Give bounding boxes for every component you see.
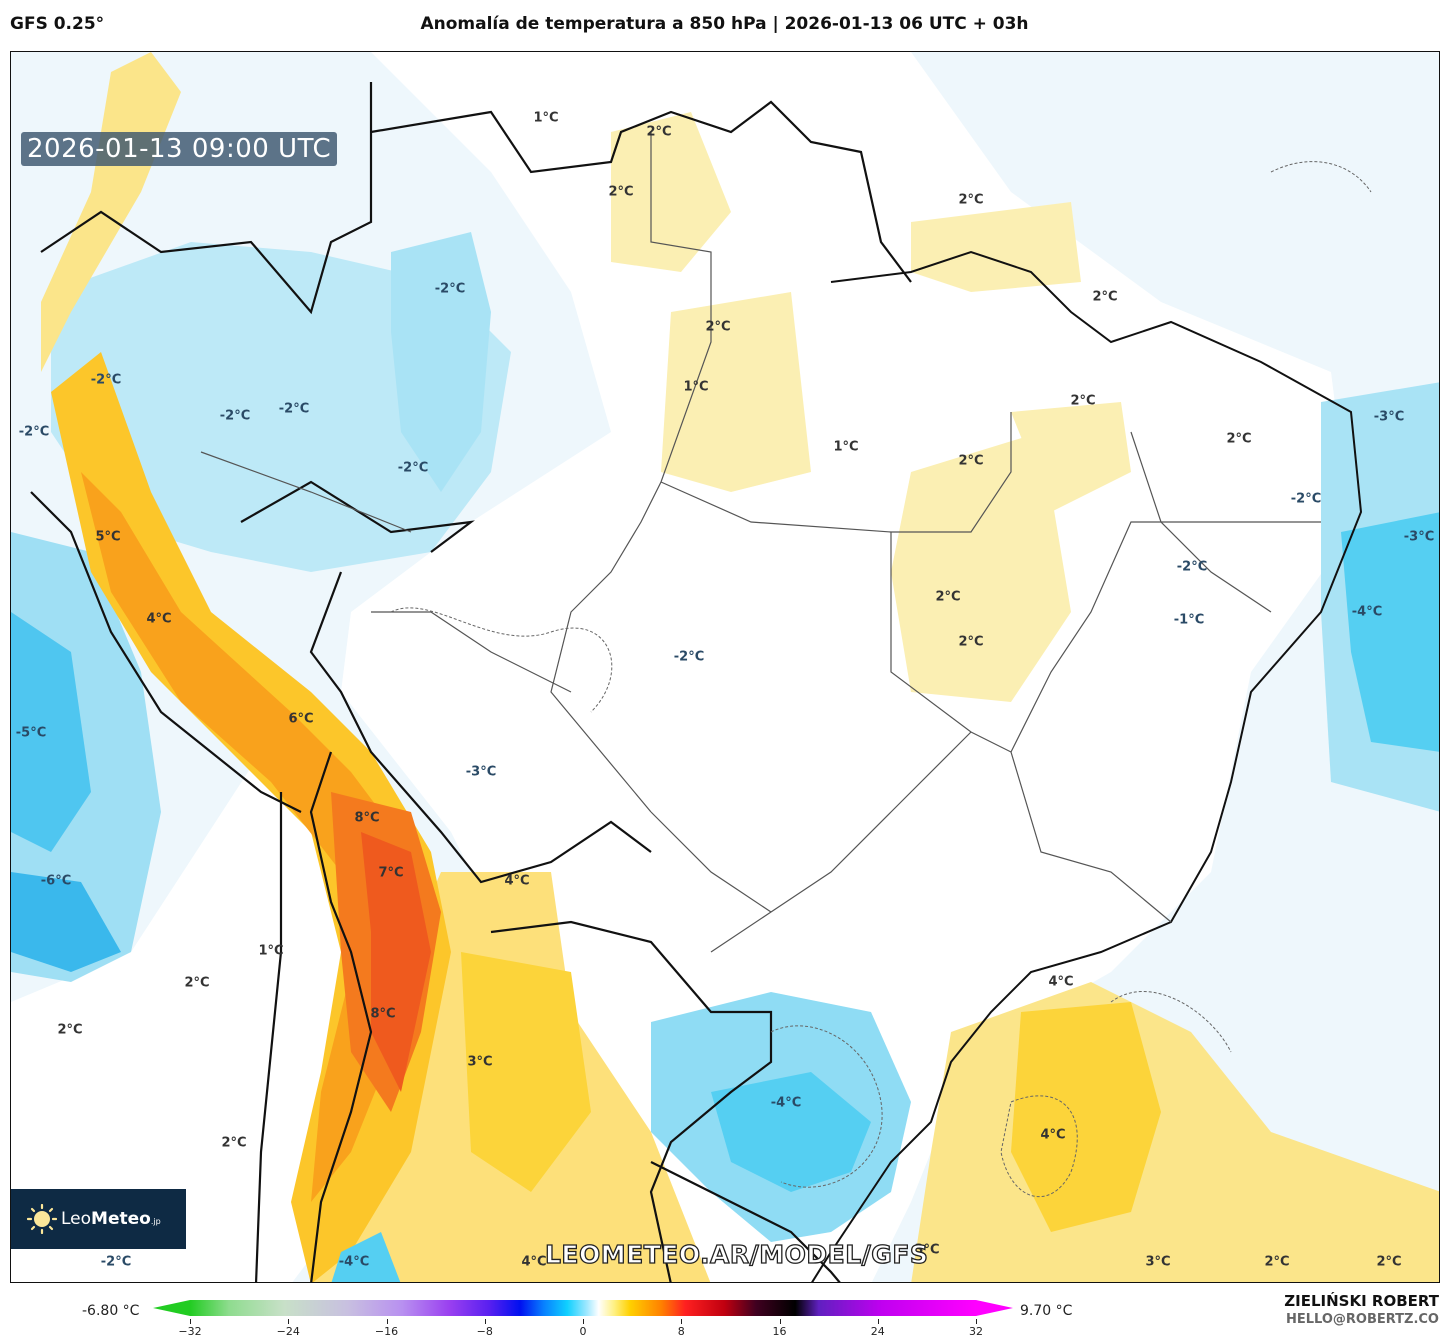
colorbar-tick-mark xyxy=(877,1319,879,1324)
contour-label: -2°C xyxy=(434,281,466,297)
contour-label: 4°C xyxy=(1040,1127,1066,1143)
contour-label: -4°C xyxy=(770,1095,802,1111)
contour-label: -2°C xyxy=(278,401,310,417)
contour-label: 2°C xyxy=(184,975,210,991)
colorbar-tick-label: −24 xyxy=(276,1325,300,1338)
contour-label: 1°C xyxy=(833,439,859,455)
contour-label: 6°C xyxy=(288,711,314,727)
contour-label: -2°C xyxy=(397,460,429,476)
contour-label: -6°C xyxy=(40,873,72,889)
contour-label: 2°C xyxy=(608,184,634,200)
colorbar-tick-mark xyxy=(681,1319,683,1324)
colorbar-tick-mark xyxy=(190,1319,191,1324)
site-watermark: LEOMETEO.AR/MODEL/GFS xyxy=(544,1239,929,1269)
contour-label: 2°C xyxy=(958,453,984,469)
colorbar-max-label: 9.70 °C xyxy=(1020,1303,1073,1319)
colorbar-tick-mark xyxy=(288,1319,290,1324)
contour-label: 8°C xyxy=(354,810,380,826)
contour-label: 4°C xyxy=(1048,974,1074,990)
colorbar-gradient xyxy=(153,1300,1013,1316)
colorbar-tick-mark xyxy=(976,1319,977,1324)
contour-label: 3°C xyxy=(1145,1254,1171,1270)
contour-label: -2°C xyxy=(673,649,705,665)
logo-text: LeoMeteo.jp xyxy=(61,1209,161,1229)
contour-label: 2°C xyxy=(221,1135,247,1151)
contour-label: 3°C xyxy=(467,1054,493,1070)
contour-label: 2°C xyxy=(958,634,984,650)
author-name: ZIELIŃSKI ROBERT xyxy=(1284,1292,1439,1310)
temperature-anomaly-map: 2026-01-13 09:00 UTC 1°C 2°C 2°C 2°C -2°C 2°C… xyxy=(10,51,1440,1283)
contour-label: 5°C xyxy=(95,529,121,545)
chart-title: Anomalía de temperatura a 850 hPa | 2026… xyxy=(420,14,1029,34)
contour-label: -2°C xyxy=(1176,559,1208,575)
contour-label: -3°C xyxy=(1373,409,1405,425)
leometeo-logo: LeoMeteo.jp xyxy=(11,1189,186,1249)
colorbar-tick-label: −16 xyxy=(374,1325,399,1338)
contour-label: 2°C xyxy=(646,124,672,140)
contour-label: -3°C xyxy=(465,764,497,780)
colorbar-min-label: -6.80 °C xyxy=(82,1303,140,1319)
contour-label: -2°C xyxy=(100,1254,132,1270)
contour-label: -4°C xyxy=(1351,604,1383,620)
contour-label: 1°C xyxy=(683,379,709,395)
contour-label: 2°C xyxy=(1376,1254,1402,1270)
contour-label: 2°C xyxy=(705,319,731,335)
contour-label: -2°C xyxy=(1290,491,1322,507)
colorbar-tick-label: 8 xyxy=(677,1325,685,1338)
colorbar: -6.80 °C xyxy=(0,1290,1449,1339)
colorbar-tick-mark xyxy=(386,1319,388,1324)
colorbar-tick-mark xyxy=(583,1319,584,1324)
contour-label: 2°C xyxy=(1226,431,1252,447)
valid-time-badge: 2026-01-13 09:00 UTC xyxy=(21,132,338,166)
contour-label: 3°C xyxy=(914,1242,940,1258)
contour-label: 2°C xyxy=(958,192,984,208)
contour-label: -4°C xyxy=(338,1254,370,1270)
colorbar-tick-label: −8 xyxy=(476,1325,493,1338)
contour-label: 2°C xyxy=(1264,1254,1290,1270)
contour-label: 1°C xyxy=(258,943,284,959)
contour-label: 2°C xyxy=(935,589,961,605)
author-email: HELLO@ROBERTZ.CO xyxy=(1285,1312,1439,1327)
contour-label: 2°C xyxy=(57,1022,83,1038)
colorbar-tick-mark xyxy=(484,1319,486,1324)
contour-label: -2°C xyxy=(219,408,251,424)
model-label: GFS 0.25° xyxy=(10,14,105,34)
colorbar-tick-label: 16 xyxy=(772,1325,787,1338)
contour-label: 2°C xyxy=(1070,393,1096,409)
author-credit: ZIELIŃSKI ROBERT HELLO@ROBERTZ.CO xyxy=(1284,1292,1439,1327)
colorbar-tick-label: −32 xyxy=(178,1325,202,1338)
contour-label: 4°C xyxy=(521,1254,547,1270)
contour-label: 7°C xyxy=(378,865,404,881)
contour-label: -2°C xyxy=(90,372,122,388)
colorbar-tick-label: 24 xyxy=(870,1325,885,1338)
sun-icon xyxy=(26,1203,58,1235)
contour-label: -1°C xyxy=(1173,612,1205,628)
map-field xyxy=(11,52,1439,1282)
contour-label: 8°C xyxy=(370,1006,396,1022)
contour-label: 4°C xyxy=(504,873,530,889)
colorbar-tick-mark xyxy=(779,1319,781,1324)
contour-label: 4°C xyxy=(146,611,172,627)
colorbar-tick-label: 0 xyxy=(579,1325,587,1338)
contour-label: 1°C xyxy=(533,110,559,126)
contour-label: -5°C xyxy=(15,725,47,741)
contour-label: -2°C xyxy=(18,424,50,440)
contour-label: 2°C xyxy=(1092,289,1118,305)
contour-label: -3°C xyxy=(1403,529,1435,545)
colorbar-tick-label: 32 xyxy=(969,1325,983,1338)
